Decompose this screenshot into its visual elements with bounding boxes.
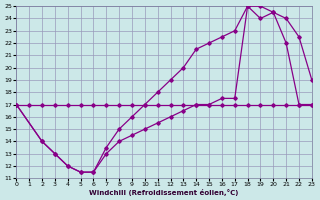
X-axis label: Windchill (Refroidissement éolien,°C): Windchill (Refroidissement éolien,°C) [89,189,239,196]
